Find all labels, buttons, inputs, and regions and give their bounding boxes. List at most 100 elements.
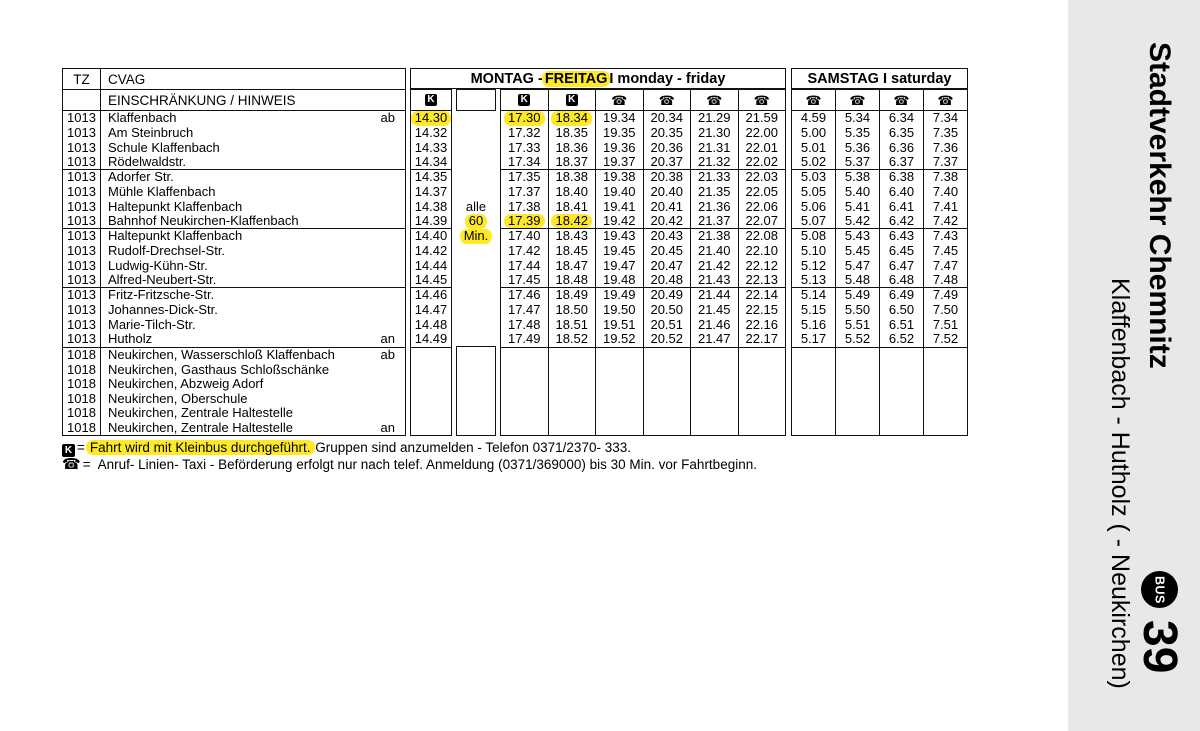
departure-time: 22.14 [745, 287, 779, 303]
departure-time: 7.42 [932, 212, 959, 228]
station-name-cell: Alfred-Neubert-Str. [108, 271, 217, 287]
time-cell: 6.37 [879, 153, 923, 169]
column-symbol: K [547, 90, 596, 110]
time-cell: 14.46 [411, 288, 451, 303]
time-row: 17.35 18.38 19.38 20.38 21.33 22.03 [501, 170, 785, 185]
ab-an-marker: an [380, 331, 395, 347]
departure-time: 17.45 [507, 271, 541, 287]
interval-column-header [456, 89, 496, 111]
departure-time: 20.49 [650, 287, 684, 303]
departure-time: 22.10 [745, 242, 779, 258]
departure-time: 5.49 [844, 287, 871, 303]
departure-time: 5.50 [844, 301, 871, 317]
departure-time: 6.47 [888, 257, 915, 273]
time-row: 4.59 5.34 6.34 7.34 [792, 111, 967, 126]
time-row: 17.46 18.49 19.49 20.49 21.44 22.14 [501, 288, 785, 303]
monfri-label-pre: MONTAG - [470, 70, 543, 87]
time-cell: 20.50 [642, 302, 691, 318]
time-row: 5.01 5.36 6.36 7.36 [792, 140, 967, 156]
neukirchen-section: 1018 Neukirchen, Wasserschloß Klaffenbach… [63, 347, 405, 435]
departure-time: 7.41 [932, 198, 959, 214]
time-row: 17.48 18.51 19.51 20.51 21.46 22.16 [501, 316, 785, 333]
departure-time: 21.47 [697, 331, 731, 347]
time-cell: 5.12 [792, 257, 835, 274]
departure-time: 17.33 [507, 139, 541, 155]
departure-time: 22.12 [745, 257, 779, 273]
time-cell: 19.38 [595, 170, 643, 185]
interval-text: alle [465, 198, 487, 214]
departure-time: 14.37 [414, 183, 448, 199]
time-row: 17.33 18.36 19.36 20.36 21.31 22.01 [501, 139, 785, 156]
time-cell: 20.51 [642, 316, 691, 333]
time-row: 14.30 [410, 111, 452, 126]
phone-icon: ☎ [658, 92, 675, 108]
time-cell: 5.40 [835, 184, 879, 200]
departure-time: 14.46 [414, 287, 448, 303]
departure-time: 6.37 [888, 153, 915, 169]
departure-time: 5.34 [844, 110, 871, 126]
time-row: 17.49 18.52 19.52 20.52 21.47 22.17 [501, 332, 785, 347]
station-row: 1013 Schule Klaffenbach [63, 139, 405, 156]
station-row: 1018 Neukirchen, Wasserschloß Klaffenbach… [63, 347, 405, 363]
departure-time: 19.52 [602, 331, 636, 347]
time-cell: 17.40 [501, 229, 548, 244]
time-cell: 18.52 [547, 332, 596, 347]
time-cell: 5.52 [835, 332, 879, 347]
time-cell: 22.13 [737, 272, 786, 287]
restriction-header-row: EINSCHRÄNKUNG / HINWEIS [63, 90, 405, 111]
interval-row [456, 303, 496, 318]
departure-time: 5.14 [800, 287, 827, 303]
time-cell: 7.51 [923, 317, 967, 333]
interval-row: Min. [456, 228, 496, 244]
tz-cell: 1013 [63, 169, 101, 185]
departure-time: 21.59 [745, 110, 779, 126]
time-cell: 22.15 [737, 302, 786, 318]
departure-time: 5.12 [800, 257, 827, 273]
time-cell: 7.38 [923, 170, 967, 185]
departure-time: 20.51 [650, 316, 684, 332]
line-number: 39 [1133, 620, 1186, 674]
time-cell: 20.36 [642, 140, 691, 156]
tz-cell: 1013 [63, 302, 101, 318]
departure-time: 17.47 [507, 301, 541, 317]
kleinbus-highlight: Fahrt wird mit Kleinbus durchgeführt. [85, 440, 315, 455]
departure-time: 7.37 [932, 153, 959, 169]
time-cell: 18.38 [547, 170, 596, 185]
time-cell: 5.16 [792, 317, 835, 333]
departure-time: 5.41 [844, 198, 871, 214]
station-name-cell: Adorfer Str. [108, 169, 174, 185]
first-departure-column: K 14.30 14.32 14.33 14.34 14.35 14.37 14.38 14.… [410, 89, 452, 436]
time-cell: 7.34 [923, 111, 967, 126]
interval-row [456, 126, 496, 141]
station-row: 1013 Mühle Klaffenbach [63, 184, 405, 200]
departure-time: 19.40 [602, 183, 636, 199]
time-cell: 6.41 [879, 199, 923, 215]
interval-row [456, 273, 496, 288]
kleinbus-rest: Gruppen sind anzumelden - Telefon 0371/2… [311, 440, 631, 455]
station-name-cell: Neukirchen, Abzweig Adorf [108, 376, 264, 391]
time-cell: 22.00 [737, 124, 786, 141]
time-row: 5.08 5.43 6.43 7.43 [792, 229, 967, 244]
departure-time: 5.35 [844, 124, 871, 140]
ab-an-marker: an [380, 419, 395, 435]
time-row: 5.02 5.37 6.37 7.37 [792, 153, 967, 170]
time-row: 14.35 [411, 170, 451, 185]
time-cell: 22.06 [737, 199, 786, 215]
departure-time: 22.17 [745, 331, 779, 347]
station-row: 1013 Fritz-Fritzsche-Str. [63, 287, 405, 303]
time-cell: 5.02 [792, 154, 835, 169]
saturday-times-block: ☎ ☎ ☎ ☎ 4.59 5.34 6.34 7.34 5.00 5.35 6.35 7.35 5.0… [791, 89, 968, 436]
time-row: 17.37 18.40 19.40 20.40 21.35 22.05 [501, 183, 785, 200]
time-row: 14.47 [411, 302, 451, 318]
header-saturday: SAMSTAG I saturday [791, 68, 968, 89]
station-name-cell: Schule Klaffenbach [108, 139, 220, 155]
time-cell: 18.45 [547, 242, 596, 259]
stations-header-row: TZ CVAG [63, 69, 405, 90]
departure-time: 18.45 [555, 242, 589, 258]
time-cell: 5.47 [835, 258, 879, 274]
time-cell: 19.47 [595, 258, 643, 274]
departure-time: 22.00 [745, 124, 779, 140]
empty-cell [879, 348, 923, 435]
departure-time: 6.50 [888, 301, 915, 317]
departure-time: 21.32 [697, 153, 731, 169]
